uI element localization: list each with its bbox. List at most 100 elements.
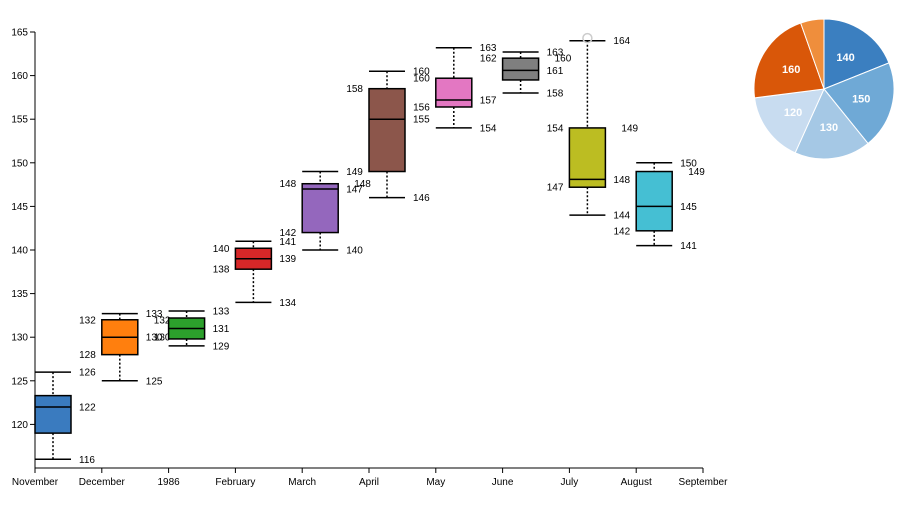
q3-label: 160 — [413, 74, 430, 85]
x-tick-label: November — [12, 477, 59, 488]
min-label: 141 — [680, 241, 697, 252]
y-tick-label: 140 — [11, 246, 28, 257]
min-label: 125 — [146, 376, 163, 387]
pie-slice — [823, 18, 890, 90]
pie-slice-label: 150 — [852, 94, 870, 106]
box-rect — [568, 127, 607, 188]
x-tick-label: 1986 — [157, 477, 180, 488]
median-label: 139 — [279, 254, 296, 265]
max-label: 150 — [680, 158, 697, 169]
pie-slice-label: 120 — [784, 107, 802, 119]
y-tick-label: 135 — [11, 289, 28, 300]
median-label: 131 — [213, 324, 230, 335]
median-label: 148 — [613, 175, 630, 186]
x-tick-label: September — [679, 477, 729, 488]
q3-label: 154 — [547, 123, 564, 134]
pie-slice — [753, 22, 825, 99]
min-label: 146 — [413, 193, 430, 204]
x-tick-label: March — [288, 477, 316, 488]
max-label: 160 — [413, 67, 430, 78]
q1-label: 142 — [614, 226, 631, 237]
box-group: 133 129 131 — [167, 307, 230, 352]
max-label: 126 — [79, 368, 96, 379]
box-rect — [635, 170, 673, 232]
y-tick-label: 130 — [11, 333, 28, 344]
box-group: 163 154 157 160 156 — [413, 43, 497, 134]
x-tick-label: May — [426, 477, 445, 488]
y-tick-label: 120 — [11, 420, 28, 431]
max-label: 149 — [346, 167, 363, 178]
pie-chart: 140 150 130 120 160 — [753, 18, 895, 160]
q3-label: 148 — [280, 179, 297, 190]
x-tick-label: August — [621, 477, 652, 488]
extra-value-label: 148 — [354, 179, 371, 190]
extra-value-label: 149 — [688, 167, 705, 178]
y-tick-label: 145 — [11, 202, 28, 213]
x-tick-label: June — [492, 477, 514, 488]
box-rect — [34, 394, 72, 434]
y-tick-label: 160 — [11, 71, 28, 82]
min-label: 129 — [213, 341, 230, 352]
y-tick-label: 125 — [11, 376, 28, 387]
max-label: 141 — [279, 237, 296, 248]
box-rect — [435, 77, 473, 108]
pie-slice — [794, 88, 869, 160]
max-label: 164 — [613, 36, 630, 47]
median-label: 122 — [79, 402, 96, 413]
median-label: 161 — [547, 66, 564, 77]
box-group: 133 125 130 132 128 132 130 — [79, 309, 171, 387]
q1-label: 128 — [79, 350, 96, 361]
max-label: 163 — [480, 43, 497, 54]
box-rect — [301, 182, 339, 234]
box-group: 164 144 148 154 147 149 — [547, 32, 639, 222]
q1-label: 156 — [413, 102, 430, 113]
pie-slice-label: 140 — [836, 52, 854, 64]
extra-value-label: 149 — [621, 123, 638, 134]
y-tick-label: 150 — [11, 158, 28, 169]
min-label: 134 — [279, 298, 296, 309]
q1-label: 138 — [213, 265, 230, 276]
q3-label: 162 — [480, 54, 497, 65]
x-tick-label: July — [561, 477, 579, 488]
extra-value-label: 130 — [154, 333, 171, 344]
x-tick-label: December — [79, 477, 126, 488]
outlier-point — [582, 32, 593, 44]
box-group: 163 158 161 162 160 — [480, 48, 572, 100]
box-rect — [501, 57, 540, 81]
box-group: 160 146 155 158 — [346, 67, 430, 204]
pie-slice — [754, 88, 825, 154]
x-tick-label: February — [215, 477, 255, 488]
q1-label: 142 — [280, 228, 297, 239]
max-label: 133 — [146, 309, 163, 320]
extra-value-label: 160 — [555, 54, 572, 65]
x-tick-label: April — [359, 477, 379, 488]
q3-label: 158 — [346, 84, 363, 95]
max-label: 163 — [547, 48, 564, 59]
median-label: 147 — [346, 184, 363, 195]
min-label: 144 — [613, 211, 630, 222]
box-group: 150 141 145 142 149 — [614, 158, 706, 252]
min-label: 140 — [346, 246, 363, 257]
box-rect — [368, 87, 406, 173]
y-tick-label: 155 — [11, 115, 28, 126]
box-plot: 120 125 130 135 140 145 150 155 160 165 November De… — [11, 28, 728, 489]
min-label: 116 — [79, 455, 95, 466]
box-group: 126 116 122 — [34, 368, 96, 466]
extra-value-label: 132 — [154, 315, 171, 326]
y-tick-label: 165 — [11, 28, 28, 39]
box-group: 141 134 139 140 138 — [213, 237, 297, 309]
median-label: 145 — [680, 202, 697, 213]
q3-label: 132 — [79, 315, 96, 326]
q3-label: 140 — [213, 244, 230, 255]
pie-slice-label: 130 — [820, 122, 838, 134]
min-label: 158 — [547, 89, 564, 100]
pie-slice — [823, 62, 895, 145]
pie-slice — [800, 18, 825, 90]
min-label: 154 — [480, 123, 497, 134]
pie-slice-label: 160 — [782, 64, 800, 76]
median-label: 130 — [146, 333, 163, 344]
q1-label: 147 — [547, 183, 564, 194]
